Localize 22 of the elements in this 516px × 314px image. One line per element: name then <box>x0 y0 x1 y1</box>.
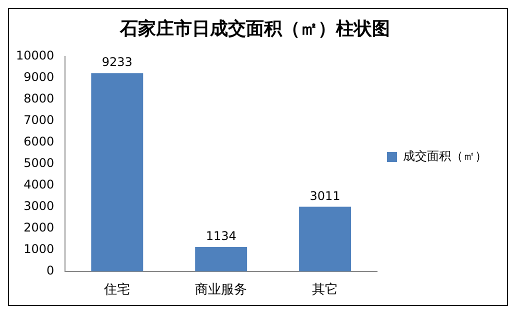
data-label: 3011 <box>310 188 340 203</box>
y-tick-label: 7000 <box>24 113 54 128</box>
y-tick-label: 10000 <box>16 48 54 63</box>
x-tick-label: 住宅 <box>103 282 130 298</box>
y-tick-label: 8000 <box>24 92 54 106</box>
data-label: 9233 <box>102 55 132 70</box>
y-tick-label: 5000 <box>24 156 54 170</box>
bar <box>195 247 248 272</box>
y-tick-label: 4000 <box>24 178 54 192</box>
y-tick-label: 1000 <box>24 242 54 256</box>
x-tick-label: 其它 <box>312 282 338 298</box>
bar <box>91 73 144 272</box>
bar <box>299 206 352 272</box>
y-tick-label: 2000 <box>24 220 54 235</box>
y-tick-label: 3000 <box>24 199 54 214</box>
legend-label: 成交面积（㎡） <box>403 149 487 164</box>
y-tick-label: 9000 <box>24 70 54 84</box>
chart-title: 石家庄市日成交面积（㎡）柱状图 <box>119 18 390 40</box>
data-label: 1134 <box>206 229 236 244</box>
x-tick-label: 商业服务 <box>195 282 248 298</box>
y-tick-label: 6000 <box>24 134 54 149</box>
y-tick-label: 0 <box>46 264 54 278</box>
